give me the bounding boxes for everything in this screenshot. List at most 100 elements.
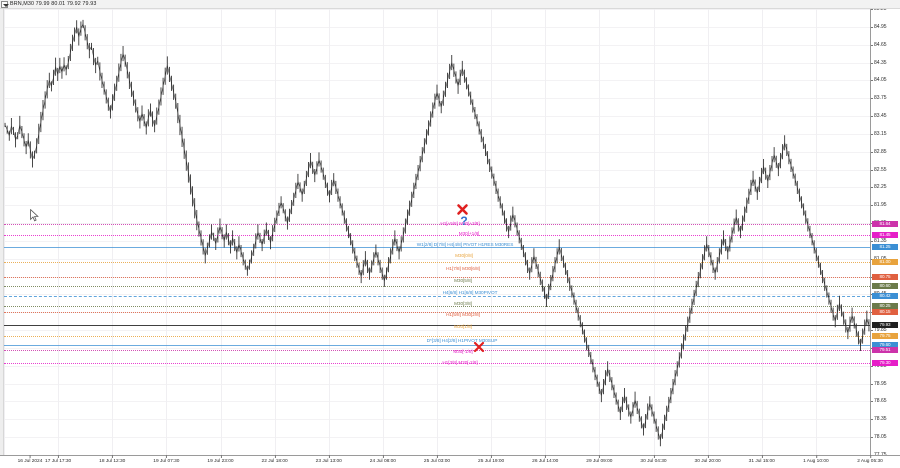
gridline-vertical [275, 9, 276, 455]
price-axis-tick: 83.75 [871, 95, 887, 101]
chart-window-header: BRN,M30 79.99 80.01 79.92 79.93 [0, 0, 900, 9]
level-annotation-label[interactable]: H1[+5/8] M30[+2/8] [440, 221, 480, 226]
price-level-badge[interactable]: 81.45 [872, 231, 898, 238]
price-level-line[interactable] [4, 306, 870, 308]
price-axis-tick: 84.95 [871, 24, 887, 30]
price-level-line[interactable] [4, 350, 870, 352]
gridline-vertical [599, 9, 600, 455]
gridline-vertical [545, 9, 546, 455]
gridline-vertical [762, 9, 763, 455]
price-axis[interactable]: 85.25 84.95 84.65 84.35 84.05 83.75 83.45 83.15… [870, 6, 900, 458]
level-annotation-label[interactable]: H4[6/8] H1[6/8] M30PIVOT [442, 290, 498, 295]
level-annotation-label[interactable]: M30[+1/8] [458, 231, 480, 236]
time-axis-tick: 22 Jul 18:00 [262, 455, 288, 465]
price-level-line[interactable] [4, 276, 870, 278]
level-annotation-label[interactable]: D*[3/8] H4[2/8] H1PIVOT M30SUP [426, 338, 498, 343]
price-level-badge[interactable]: 81.25 [872, 243, 898, 250]
price-level-badge[interactable]: 79.60 [872, 341, 898, 348]
level-annotation-label[interactable]: M30[5/8] [454, 278, 472, 283]
price-level-badge[interactable]: 80.60 [872, 282, 898, 289]
price-level-badge[interactable]: 79.30 [872, 359, 898, 366]
time-axis-tick: 26 Jul 14:00 [532, 455, 558, 465]
price-axis-tick: 81.35 [871, 238, 887, 244]
triangle-down-icon[interactable] [1, 0, 9, 8]
price-axis-tick: 78.65 [871, 398, 887, 404]
symbol-quote-label: BRN,M30 79.99 80.01 79.92 79.93 [10, 1, 97, 7]
price-axis-tick: 81.95 [871, 202, 887, 208]
gridline-vertical [491, 9, 492, 455]
gridline-vertical [329, 9, 330, 455]
price-axis-tick: 84.65 [871, 42, 887, 48]
price-bar-stick [4, 19, 870, 447]
level-annotation-label[interactable]: M30[0/8] [455, 253, 473, 258]
price-axis-tick: 79.85 [871, 327, 887, 333]
time-axis-tick: 19 Jul 23:00 [207, 455, 234, 465]
price-axis-tick: 84.35 [871, 60, 887, 66]
time-axis-tick: 30 Jul 04:30 [640, 455, 667, 465]
price-level-line[interactable] [4, 312, 870, 314]
price-plot-area[interactable]: H1[+5/8] M30[+2/8] M30[+1/8] W1[2/8] D[7/8… [4, 9, 870, 455]
price-level-badge[interactable]: 81.00 [872, 258, 898, 265]
price-axis-tick: 85.25 [871, 6, 887, 12]
gridline-vertical [112, 9, 113, 455]
mouse-cursor-icon [30, 209, 39, 222]
price-level-badge[interactable]: 79.93 [872, 322, 898, 329]
time-axis-tick: 19 Jul 07:30 [153, 455, 179, 465]
time-axis-tick: 29 Jul 09:00 [586, 455, 612, 465]
gridline-vertical [437, 9, 438, 455]
level-annotation-label[interactable]: M30[3/8] [454, 301, 472, 306]
price-axis-tick: 84.05 [871, 77, 887, 83]
left-gutter [0, 9, 4, 455]
svg-text:?: ? [460, 214, 467, 227]
price-axis-tick: 78.05 [871, 434, 887, 440]
time-axis[interactable]: 16 Jul 2024 17 Jul 17:30 18 Jul 12:30 19 Ju… [0, 455, 900, 468]
price-level-line[interactable] [4, 223, 870, 225]
gridline-vertical [166, 9, 167, 455]
price-level-line[interactable] [4, 325, 870, 327]
time-axis-tick: 17 Jul 17:30 [45, 455, 71, 465]
time-axis-tick: 16 Jul 2024 [18, 455, 42, 465]
price-level-line[interactable] [4, 234, 870, 236]
gridline-vertical [654, 9, 655, 455]
price-level-badge[interactable]: 80.42 [872, 293, 898, 300]
price-axis-tick: 83.45 [871, 113, 887, 119]
price-level-badge[interactable]: 80.15 [872, 309, 898, 316]
price-level-badge[interactable]: 80.25 [872, 303, 898, 310]
price-level-badge[interactable]: 81.64 [872, 220, 898, 227]
price-axis-tick: 82.85 [871, 149, 887, 155]
level-annotation-label[interactable]: H1[3/8] M30[-2/8] [442, 360, 478, 365]
price-level-badge[interactable]: 79.75 [872, 333, 898, 340]
price-series-bars [4, 19, 870, 447]
x-mark-icon [457, 204, 468, 215]
price-axis-tick: 83.15 [871, 131, 887, 137]
price-level-line[interactable] [4, 336, 870, 338]
question-mark-icon: ? [460, 214, 467, 227]
gridline-vertical [383, 9, 384, 455]
level-annotation-label[interactable]: M30[1/8] [454, 324, 472, 329]
time-axis-tick: 24 Jul 08:00 [370, 455, 396, 465]
price-level-line[interactable] [4, 261, 870, 263]
time-axis-tick: 2 Aug 05:30 [857, 455, 883, 465]
price-axis-tick: 82.55 [871, 167, 887, 173]
level-annotation-label[interactable]: H1[7/8] M30[6/8] [446, 266, 480, 271]
price-level-badge[interactable]: 79.51 [872, 347, 898, 354]
price-level-line[interactable] [4, 344, 870, 346]
gridline-vertical [58, 9, 59, 455]
price-level-line[interactable] [4, 296, 870, 298]
level-annotation-label[interactable]: W1[2/8] D[7/8] H4[4/8] PIVOT H1RES M30RE… [416, 242, 514, 247]
time-axis-tick: 23 Jul 13:00 [316, 455, 342, 465]
time-axis-tick: 25 Jul 19:00 [478, 455, 504, 465]
level-annotation-label[interactable]: M30[-1/8] [453, 349, 473, 354]
time-axis-tick: 1 Aug 10:00 [803, 455, 829, 465]
price-level-badge[interactable]: 80.75 [872, 273, 898, 280]
x-mark-icon-secondary [473, 341, 485, 353]
price-close-line [4, 22, 870, 442]
price-level-line[interactable] [4, 362, 870, 364]
price-axis-tick: 82.25 [871, 184, 887, 190]
price-axis-tick: 78.35 [871, 416, 887, 422]
time-axis-tick: 31 Jul 15:00 [749, 455, 775, 465]
level-annotation-label[interactable]: H1[5/8] M30[2/8] [446, 312, 480, 317]
price-level-line[interactable] [4, 285, 870, 287]
price-level-line[interactable] [4, 246, 870, 248]
